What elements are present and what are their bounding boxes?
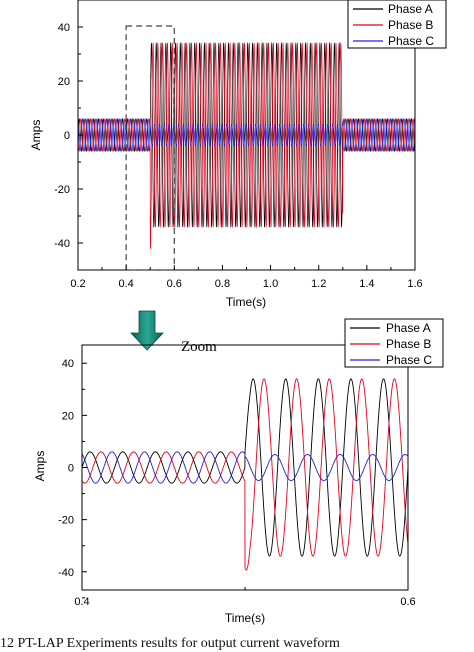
bottom-chart: 0.4 0.6 40 20 0 -20 -40 Time(s) Amps Phase A P… (33, 318, 444, 625)
bottom-y-tick-label: -40 (58, 567, 74, 579)
bottom-y-tick-label: 0 (68, 463, 74, 475)
top-x-tick-label: 0.8 (215, 278, 230, 290)
bottom-x-tick-label: 0.4 (74, 596, 89, 608)
top-x-tick-label: 0.6 (167, 278, 182, 290)
top-chart: 0.2 0.4 0.6 0.8 1.0 1.2 1.4 1.6 40 20 0 -20 -40 Time… (29, 0, 447, 309)
bottom-y-tick-label: 20 (62, 410, 74, 422)
top-legend: Phase A Phase B Phase C (347, 0, 447, 49)
top-series-line-c (78, 118, 415, 152)
bottom-series-line-c (82, 451, 408, 484)
bottom-legend-label-b: Phase B (386, 337, 431, 351)
top-legend-box (347, 0, 447, 49)
bottom-x-tick-label: 0.6 (400, 596, 415, 608)
top-legend-label-a: Phase A (388, 2, 433, 16)
figure-caption: 12 PT-LAP Experiments results for output… (0, 636, 340, 651)
bottom-series-line-b (82, 378, 408, 571)
top-y-tick-label: 20 (58, 76, 70, 88)
top-y-tick-label: -20 (54, 184, 70, 196)
top-x-tick-label: 1.4 (359, 278, 374, 290)
bottom-y-tick-label: -20 (58, 515, 74, 527)
top-legend-label-c: Phase C (388, 34, 434, 48)
bottom-y-tick-label: 40 (62, 358, 74, 370)
bottom-legend-box (344, 318, 444, 368)
top-x-tick-label: 0.4 (118, 278, 133, 290)
top-y-tick-label: 40 (58, 22, 70, 34)
zoom-region-box (125, 25, 175, 271)
top-x-tick-label: 1.0 (263, 278, 278, 290)
bottom-axes: 0.4 0.6 40 20 0 -20 -40 (58, 358, 416, 608)
zoom-label: Zoom (181, 339, 217, 355)
top-y-tick-label: -40 (54, 238, 70, 250)
zoom-arrow-icon (130, 310, 164, 351)
top-x-tick-label: 1.2 (311, 278, 326, 290)
bottom-series-line-a (82, 378, 408, 557)
bottom-plot-area (82, 378, 408, 571)
bottom-y-axis-label: Amps (33, 451, 47, 482)
bottom-legend-label-c: Phase C (386, 353, 432, 367)
bottom-legend: Phase A Phase B Phase C (344, 318, 444, 368)
top-legend-label-b: Phase B (388, 18, 433, 32)
top-x-tick-label: 0.2 (70, 278, 85, 290)
top-series-line-a (78, 42, 415, 228)
top-y-tick-label: 0 (64, 130, 70, 142)
top-x-axis-label: Time(s) (226, 295, 266, 309)
top-x-tick-label: 1.6 (407, 278, 422, 290)
top-axes: 0.2 0.4 0.6 0.8 1.0 1.2 1.4 1.6 40 20 0 -20 -40 (54, 22, 423, 290)
top-series-line-b (78, 42, 415, 250)
top-y-axis-label: Amps (29, 120, 43, 151)
bottom-legend-label-a: Phase A (386, 321, 431, 335)
top-plot-area (78, 42, 415, 250)
bottom-x-axis-label: Time(s) (225, 611, 265, 625)
